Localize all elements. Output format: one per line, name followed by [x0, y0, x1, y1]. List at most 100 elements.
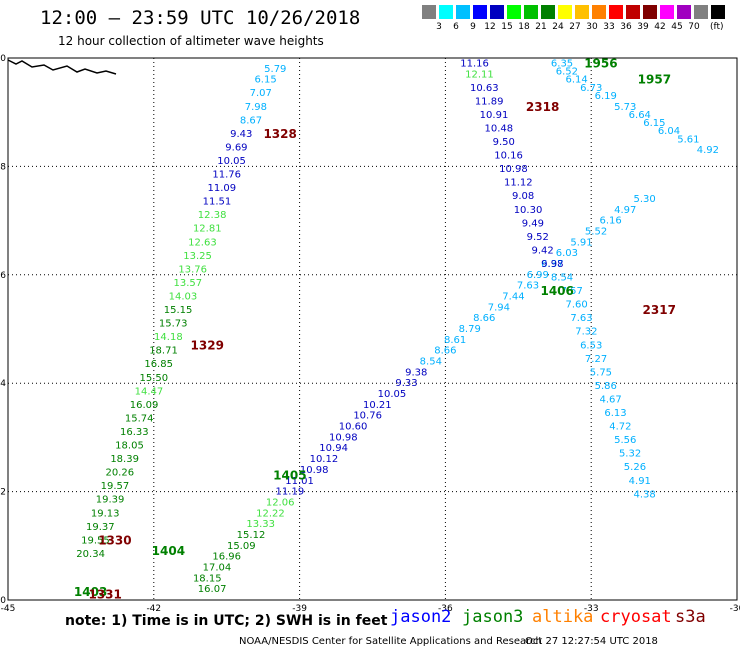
- wave-height-label: 7.94: [488, 302, 510, 313]
- scale-label: 33: [603, 22, 615, 32]
- wave-height-label: 10.16: [494, 151, 523, 162]
- wave-height-label: 6.16: [600, 216, 622, 227]
- wave-height-label: 4.97: [614, 205, 636, 216]
- wave-height-label: 10.05: [217, 156, 246, 167]
- scale-swatch: [439, 5, 453, 19]
- wave-height-label: 6.14: [565, 75, 587, 86]
- wave-height-label: 9.43: [230, 129, 252, 140]
- wave-height-label: 10.05: [378, 389, 407, 400]
- x-tick-label: -39: [292, 604, 307, 614]
- wave-height-label: 12.63: [188, 237, 217, 248]
- wave-height-label: 6.53: [580, 340, 602, 351]
- y-tick-label: 52: [0, 488, 6, 498]
- wave-height-label: 10.21: [363, 400, 392, 411]
- wave-height-label: 11.89: [475, 96, 504, 107]
- y-tick-label: 58: [0, 162, 6, 172]
- wave-height-label: 16.09: [130, 400, 159, 411]
- satellite-legend-cryosat: cryosat: [600, 607, 672, 627]
- satellite-legend-s3a: s3a: [675, 607, 706, 627]
- wave-height-label: 7.98: [245, 102, 267, 113]
- wave-height-label: 5.86: [595, 381, 617, 392]
- wave-height-label: 14.03: [169, 291, 198, 302]
- wave-height-label: 5.61: [677, 134, 699, 145]
- scale-swatch: [473, 5, 487, 19]
- scale-swatch: [609, 5, 623, 19]
- wave-height-label: 13.76: [178, 264, 207, 275]
- wave-height-label: 4.91: [629, 476, 651, 487]
- scale-label: 27: [569, 22, 581, 32]
- wave-height-label: 10.48: [485, 123, 514, 134]
- wave-height-label: 9.98: [541, 259, 563, 270]
- wave-height-label: 15.73: [159, 319, 188, 330]
- wave-height-label: 10.98: [300, 465, 329, 476]
- wave-height-label: 16.07: [198, 584, 227, 595]
- scale-swatch: [524, 5, 538, 19]
- pass-time-label: 1404: [152, 544, 185, 558]
- pass-time-label: 2318: [526, 100, 559, 114]
- wave-height-label: 8.54: [551, 273, 573, 284]
- wave-height-label: 11.51: [203, 197, 232, 208]
- wave-height-label: 5.52: [585, 226, 607, 237]
- scale-swatch: [507, 5, 521, 19]
- scale-swatch: [558, 5, 572, 19]
- wave-height-label: 6.13: [604, 408, 626, 419]
- wave-height-label: 5.75: [590, 367, 612, 378]
- wave-height-label: 7.63: [570, 313, 592, 324]
- wave-height-label: 12.81: [193, 224, 222, 235]
- scale-label: 30: [586, 22, 598, 32]
- wave-height-label: 8.79: [459, 324, 481, 335]
- chart-title: 12:00 – 23:59 UTC 10/26/2018: [40, 7, 361, 29]
- wave-height-label: 6.19: [595, 91, 617, 102]
- pass-time-label: 1406: [540, 284, 573, 298]
- wave-height-label: 19.39: [96, 495, 125, 506]
- wave-height-label: 16.33: [120, 427, 149, 438]
- pass-time-label: 1329: [191, 338, 224, 352]
- wave-height-label: 19.57: [101, 481, 130, 492]
- scale-label: 21: [535, 22, 547, 32]
- scale-swatch: [456, 5, 470, 19]
- wave-height-label: 5.30: [634, 194, 656, 205]
- wave-height-label: 18.15: [193, 573, 222, 584]
- pass-time-label: 1403: [74, 585, 107, 599]
- y-tick-label: 50: [0, 596, 6, 606]
- y-tick-label: 54: [0, 379, 6, 389]
- scale-label: 42: [654, 22, 666, 32]
- wave-height-label: 19.55: [81, 535, 110, 546]
- wave-height-label: 15.50: [139, 373, 168, 384]
- footer-note: note: 1) Time is in UTC; 2) SWH is in fe…: [65, 613, 388, 629]
- satellite-legend-altika: altika: [532, 607, 594, 627]
- wave-height-label: 11.16: [460, 58, 489, 69]
- pass-time-label: 1957: [638, 73, 671, 87]
- wave-height-label: 5.56: [614, 435, 636, 446]
- wave-height-label: 12.06: [266, 497, 295, 508]
- wave-height-label: 7.57: [561, 286, 583, 297]
- wave-height-label: 6.35: [551, 58, 573, 69]
- wave-height-label: 14.47: [135, 386, 164, 397]
- wave-height-label: 17.04: [203, 562, 232, 573]
- pass-time-label: 1328: [263, 127, 296, 141]
- wave-height-label: 10.60: [339, 422, 368, 433]
- wave-height-label: 10.94: [319, 443, 348, 454]
- coastline: [7, 59, 117, 75]
- wave-height-label: 13.33: [246, 519, 275, 530]
- wave-height-label: 19.13: [91, 508, 120, 519]
- scale-label: 45: [671, 22, 683, 32]
- scale-label: 24: [552, 22, 564, 32]
- wave-height-label: 15.09: [227, 541, 256, 552]
- wave-height-label: 8.61: [444, 335, 466, 346]
- y-tick-label: 56: [0, 271, 6, 281]
- wave-height-label: 18.05: [115, 441, 144, 452]
- wave-height-label: 15.74: [125, 413, 154, 424]
- wave-height-label: 6.37: [541, 259, 563, 270]
- wave-height-label: 6.73: [580, 83, 602, 94]
- wave-height-label: 6.52: [556, 67, 578, 78]
- scale-swatch: [626, 5, 640, 19]
- wave-height-label: 6.64: [629, 110, 651, 121]
- satellite-legend-jason2: jason2: [390, 607, 452, 627]
- wave-height-label: 16.85: [144, 359, 173, 370]
- wave-height-label: 12.38: [198, 210, 227, 221]
- wave-height-label: 7.27: [585, 354, 607, 365]
- wave-height-label: 6.99: [527, 270, 549, 281]
- wave-height-label: 11.76: [212, 170, 241, 181]
